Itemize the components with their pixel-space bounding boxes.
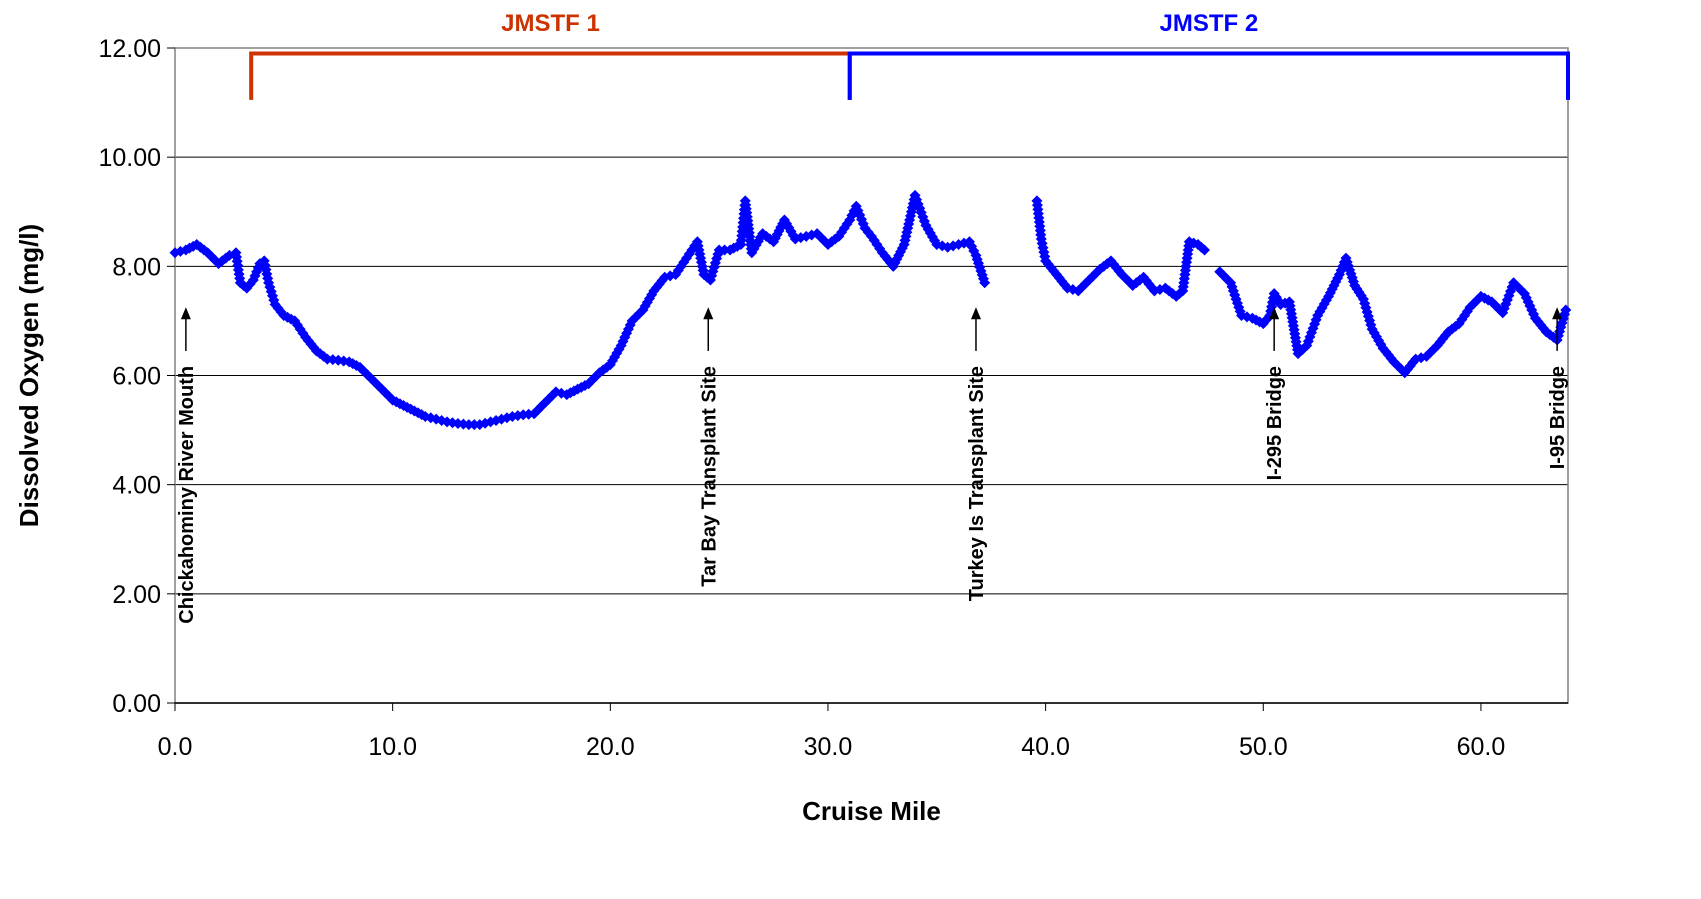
y-axis-title: Dissolved Oxygen (mg/l) — [14, 224, 44, 527]
y-tick-label: 2.00 — [112, 581, 161, 609]
region-bracket-label: JMSTF 1 — [501, 10, 600, 37]
data-point — [1560, 304, 1572, 316]
data-point — [220, 252, 232, 264]
y-tick-label: 6.00 — [112, 363, 161, 391]
annotation-label: Tar Bay Transplant Site — [698, 366, 720, 587]
region-bracket — [249, 51, 852, 100]
region-bracket — [847, 51, 1570, 100]
annotation-arrow-head — [1269, 307, 1280, 320]
y-tick-label: 0.00 — [112, 690, 161, 718]
data-series — [169, 189, 1572, 431]
y-tick-label: 12.00 — [98, 35, 161, 63]
x-tick-label: 0.0 — [158, 733, 193, 761]
site-annotations: Chickahominy River Mouth Tar Bay Transpla… — [176, 307, 1569, 624]
annotation-arrow-head — [1552, 307, 1563, 320]
x-tick-label: 20.0 — [586, 733, 635, 761]
annotation-arrow-head — [180, 307, 191, 320]
grid-lines — [175, 47, 1568, 704]
x-tick-label: 30.0 — [804, 733, 853, 761]
annotation-arrow-head — [970, 307, 981, 320]
x-tick-label: 40.0 — [1021, 733, 1070, 761]
data-point — [979, 277, 991, 289]
data-point — [247, 274, 259, 286]
region-bracket-label: JMSTF 2 — [1160, 10, 1259, 37]
y-tick-label: 10.00 — [98, 144, 161, 172]
x-tick-label: 60.0 — [1457, 733, 1506, 761]
x-tick-label: 10.0 — [368, 733, 417, 761]
x-axis-title: Cruise Mile — [802, 796, 941, 826]
y-tick-label: 8.00 — [112, 253, 161, 281]
y-tick-label: 4.00 — [112, 472, 161, 500]
region-brackets: JMSTF 1 JMSTF 2 — [249, 10, 1570, 100]
axes: 0.00 2.00 4.00 6.00 8.00 10.00 12.00 0.0 10.0 20.… — [98, 35, 1568, 761]
annotation-label: Turkey Is Transplant Site — [966, 366, 988, 601]
annotation-arrow-head — [703, 307, 714, 320]
annotation-label: I-95 Bridge — [1547, 366, 1569, 469]
annotation-label: I-295 Bridge — [1264, 366, 1286, 480]
x-tick-label: 50.0 — [1239, 733, 1288, 761]
data-point — [680, 252, 692, 264]
data-point — [1199, 244, 1211, 256]
annotation-label: Chickahominy River Mouth — [176, 366, 198, 624]
